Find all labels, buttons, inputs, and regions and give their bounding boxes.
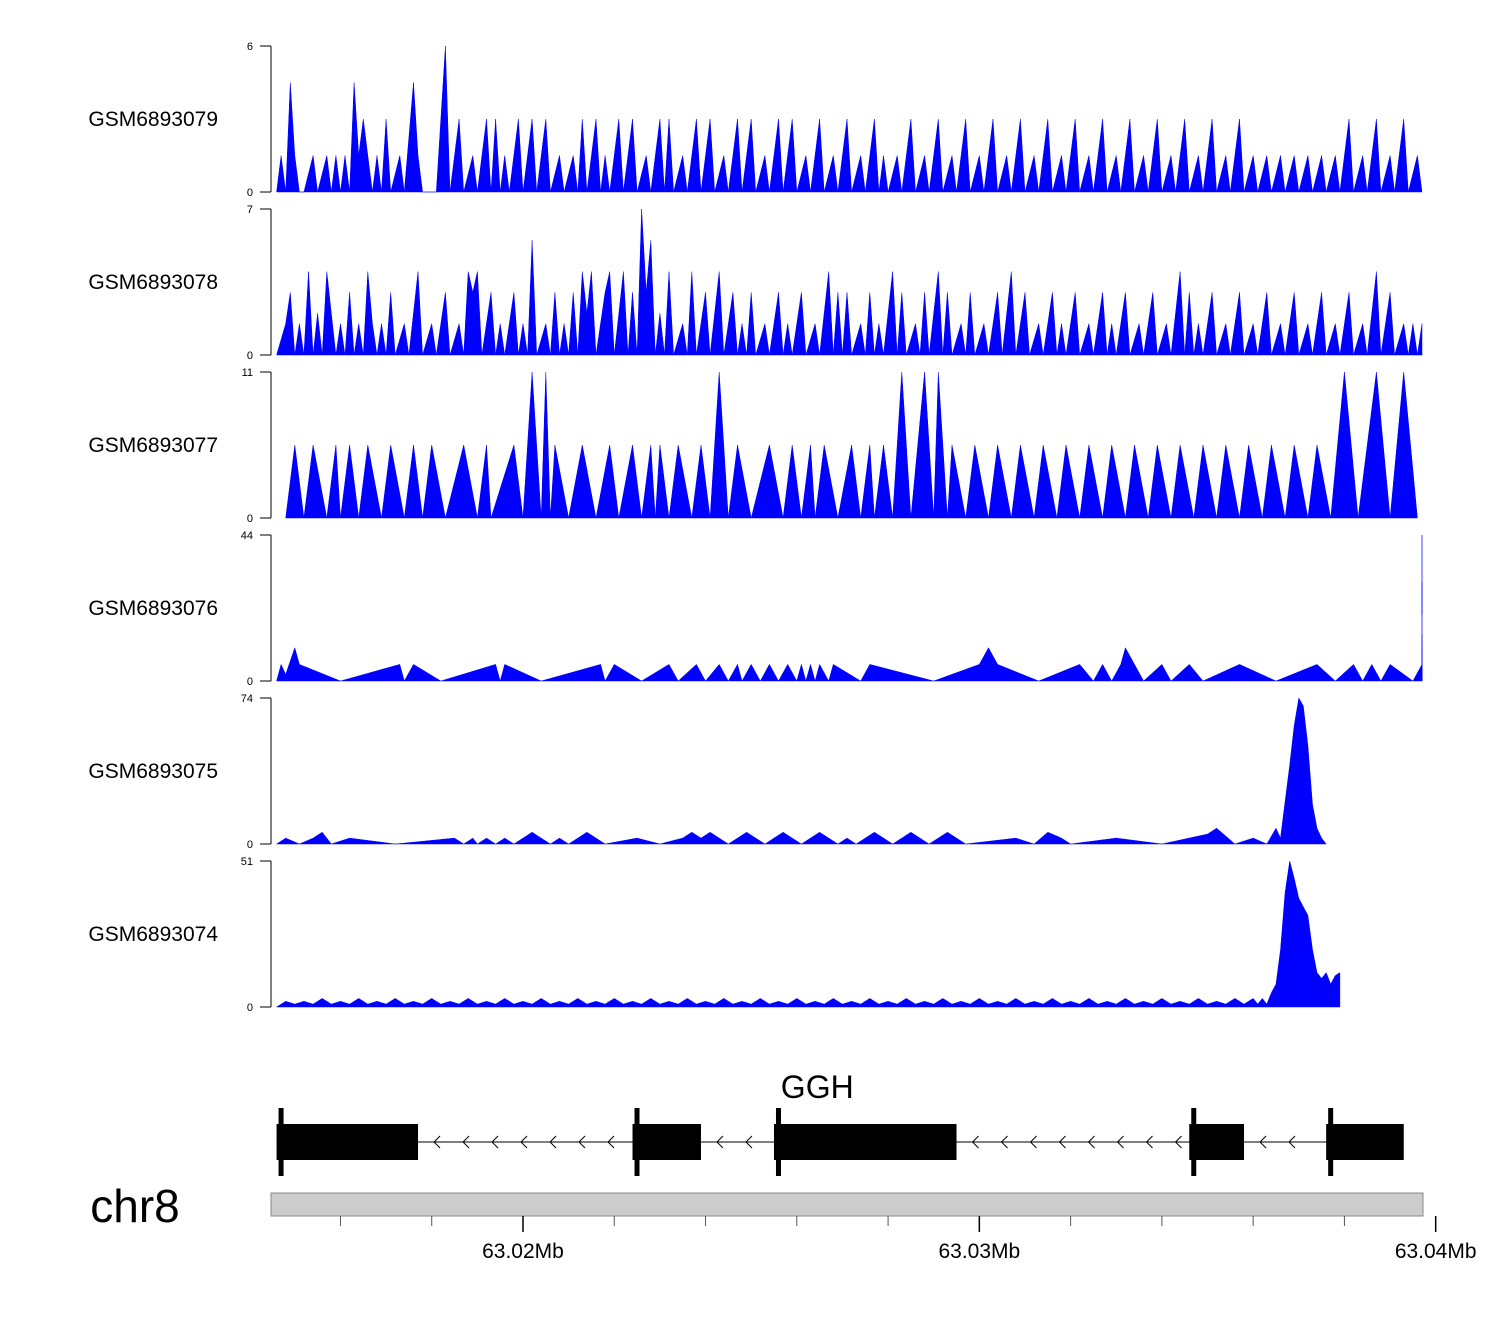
coverage-tracks: GSM689307960GSM689307870GSM6893077110GSM… bbox=[88, 41, 1423, 1014]
chromosome-label: chr8 bbox=[90, 1180, 179, 1232]
strand-arrow bbox=[1029, 1135, 1037, 1149]
gene-model: GGH bbox=[276, 1069, 1404, 1176]
x-tick-label: 63.04Mb bbox=[1395, 1240, 1477, 1263]
x-tick-label: 63.03Mb bbox=[938, 1240, 1020, 1263]
exon-block bbox=[276, 1124, 419, 1160]
strand-arrow bbox=[1288, 1135, 1296, 1149]
track-gsm6893078: GSM6893078 7 0 bbox=[88, 204, 1423, 362]
chromosome-bar bbox=[270, 1192, 1424, 1217]
strand-arrow bbox=[520, 1135, 528, 1149]
strand-arrow bbox=[716, 1135, 724, 1149]
y-tick-min-label: 0 bbox=[247, 350, 253, 362]
strand-arrow bbox=[1000, 1135, 1008, 1149]
y-tick-max-label: 11 bbox=[242, 367, 253, 379]
exon-block bbox=[1189, 1124, 1245, 1160]
coverage-area bbox=[276, 45, 1423, 193]
track-label: GSM6893076 bbox=[88, 597, 218, 620]
exon-block bbox=[1326, 1124, 1404, 1160]
gene-ggh: GGH bbox=[276, 1069, 1404, 1176]
strand-arrow bbox=[549, 1135, 557, 1149]
coverage-area bbox=[275, 860, 1341, 1008]
strand-arrow bbox=[1174, 1135, 1182, 1149]
track-label: GSM6893077 bbox=[88, 434, 218, 457]
coverage-area bbox=[276, 535, 1423, 682]
genome-axis-group: chr8 63.02Mb 63.03Mb 63.04Mb bbox=[90, 1180, 1476, 1263]
y-tick-min-label: 0 bbox=[247, 513, 253, 525]
isoform-mark bbox=[278, 1108, 284, 1176]
strand-arrow bbox=[745, 1135, 753, 1149]
track-gsm6893077: GSM6893077 11 0 bbox=[88, 367, 1418, 525]
strand-arrow bbox=[1116, 1135, 1124, 1149]
track-gsm6893075: GSM6893075 74 0 bbox=[88, 693, 1327, 851]
strand-arrow bbox=[1145, 1135, 1153, 1149]
strand-arrow bbox=[433, 1135, 441, 1149]
track-gsm6893074: GSM6893074 51 0 bbox=[88, 856, 1341, 1014]
y-tick-min-label: 0 bbox=[247, 839, 253, 851]
y-tick-min-label: 0 bbox=[247, 187, 253, 199]
track-label: GSM6893079 bbox=[88, 108, 218, 131]
exon-block bbox=[632, 1124, 701, 1160]
coverage-area bbox=[275, 697, 1327, 845]
y-tick-min-label: 0 bbox=[247, 676, 253, 688]
y-tick-max-label: 6 bbox=[247, 41, 253, 53]
track-label: GSM6893074 bbox=[88, 923, 218, 946]
strand-arrow bbox=[607, 1135, 615, 1149]
strand-arrow bbox=[491, 1135, 499, 1149]
strand-arrow bbox=[1058, 1135, 1066, 1149]
y-tick-min-label: 0 bbox=[247, 1002, 253, 1014]
y-tick-max-label: 44 bbox=[241, 530, 253, 542]
track-gsm6893076: GSM6893076 44 0 bbox=[88, 530, 1423, 688]
track-gsm6893079: GSM6893079 6 0 bbox=[88, 41, 1423, 199]
strand-arrow bbox=[971, 1135, 979, 1149]
coverage-area bbox=[285, 371, 1418, 519]
strand-arrow bbox=[578, 1135, 586, 1149]
track-label: GSM6893075 bbox=[88, 760, 218, 783]
coverage-area bbox=[276, 208, 1423, 356]
strand-arrow bbox=[1259, 1135, 1267, 1149]
genome-axis: chr8 63.02Mb 63.03Mb 63.04Mb bbox=[90, 1180, 1476, 1263]
strand-arrow bbox=[462, 1135, 470, 1149]
isoform-mark bbox=[1328, 1108, 1334, 1176]
isoform-mark bbox=[775, 1108, 781, 1176]
isoform-mark bbox=[634, 1108, 640, 1176]
exon-block bbox=[773, 1124, 957, 1160]
strand-arrow bbox=[1087, 1135, 1095, 1149]
isoform-mark bbox=[1191, 1108, 1197, 1176]
track-label: GSM6893078 bbox=[88, 271, 218, 294]
x-tick-label: 63.02Mb bbox=[482, 1240, 564, 1263]
y-tick-max-label: 7 bbox=[247, 204, 253, 216]
y-tick-max-label: 74 bbox=[241, 693, 253, 705]
y-tick-max-label: 51 bbox=[241, 856, 253, 868]
gene-name-label: GGH bbox=[781, 1069, 854, 1105]
